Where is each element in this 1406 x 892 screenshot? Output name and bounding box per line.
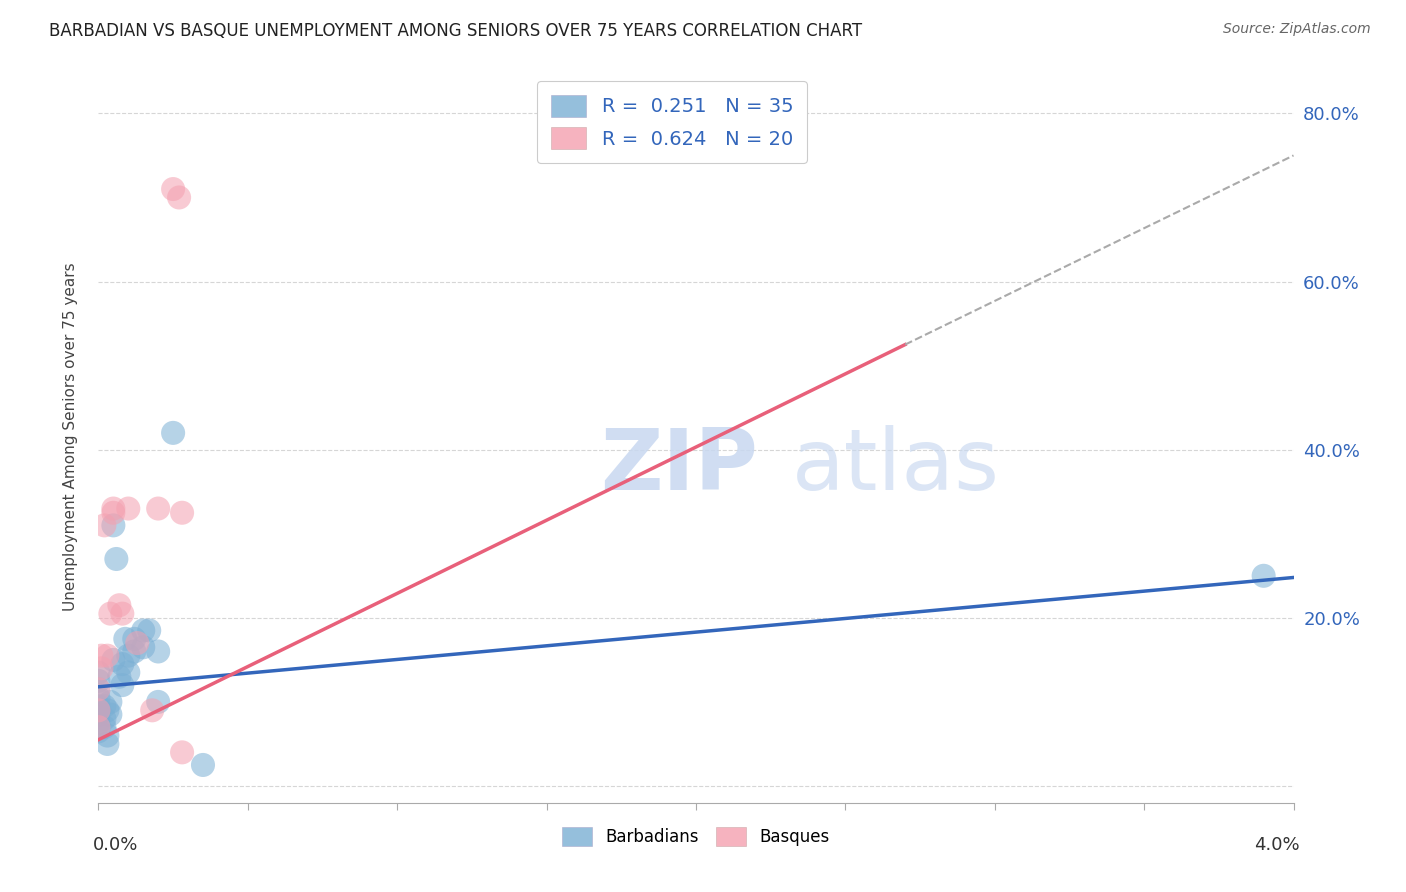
Point <box>87 707 110 722</box>
Point <box>1253 569 1275 583</box>
Point <box>172 506 194 520</box>
Point <box>148 501 170 516</box>
Legend: Barbadians, Basques: Barbadians, Basques <box>555 821 837 853</box>
Point <box>141 703 163 717</box>
Point <box>98 695 122 709</box>
Point <box>111 607 134 621</box>
Point <box>191 758 214 772</box>
Point <box>117 501 139 516</box>
Point <box>98 607 122 621</box>
Point <box>87 690 110 705</box>
Point <box>148 695 170 709</box>
Text: 4.0%: 4.0% <box>1254 837 1299 855</box>
Text: atlas: atlas <box>792 425 1000 508</box>
Point <box>167 190 190 204</box>
Point <box>111 657 134 671</box>
Point <box>172 745 194 759</box>
Point <box>93 699 115 714</box>
Point <box>87 703 110 717</box>
Y-axis label: Unemployment Among Seniors over 75 years: Unemployment Among Seniors over 75 years <box>63 263 77 611</box>
Text: 0.0%: 0.0% <box>93 837 138 855</box>
Point <box>162 182 184 196</box>
Text: ZIP: ZIP <box>600 425 758 508</box>
Point <box>132 640 155 655</box>
Point <box>111 678 134 692</box>
Point <box>96 737 118 751</box>
Point <box>103 653 125 667</box>
Point <box>108 599 131 613</box>
Point <box>108 670 131 684</box>
Point <box>117 665 139 680</box>
Point <box>103 518 125 533</box>
Point <box>162 425 184 440</box>
Point <box>105 552 128 566</box>
Point <box>98 707 122 722</box>
Point <box>90 661 112 675</box>
Point <box>87 673 110 688</box>
Point <box>114 632 136 646</box>
Point <box>138 624 160 638</box>
Point <box>96 703 118 717</box>
Point <box>96 648 118 663</box>
Point <box>87 715 110 730</box>
Point <box>93 720 115 734</box>
Point <box>103 501 125 516</box>
Point <box>90 648 112 663</box>
Point <box>96 729 118 743</box>
Text: Source: ZipAtlas.com: Source: ZipAtlas.com <box>1223 22 1371 37</box>
Point <box>87 682 110 697</box>
Point <box>117 648 139 663</box>
Point <box>87 724 110 739</box>
Point <box>127 636 149 650</box>
Point <box>132 624 155 638</box>
Point <box>148 644 170 658</box>
Point <box>93 712 115 726</box>
Point <box>87 665 110 680</box>
Point <box>87 699 110 714</box>
Text: BARBADIAN VS BASQUE UNEMPLOYMENT AMONG SENIORS OVER 75 YEARS CORRELATION CHART: BARBADIAN VS BASQUE UNEMPLOYMENT AMONG S… <box>49 22 862 40</box>
Point <box>87 682 110 697</box>
Point <box>93 518 115 533</box>
Point <box>124 632 146 646</box>
Point <box>124 644 146 658</box>
Point <box>87 720 110 734</box>
Point <box>103 506 125 520</box>
